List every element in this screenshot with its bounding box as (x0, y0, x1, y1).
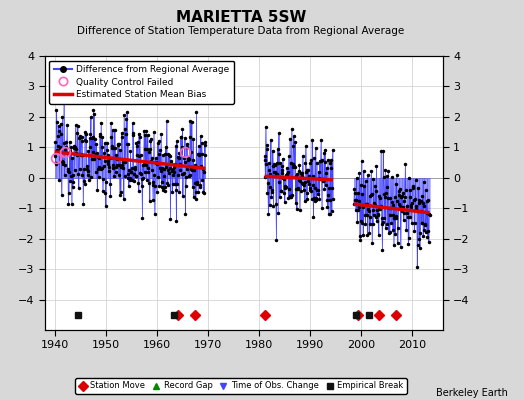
Text: Berkeley Earth: Berkeley Earth (436, 388, 508, 398)
Legend: Difference from Regional Average, Quality Control Failed, Estimated Station Mean: Difference from Regional Average, Qualit… (49, 60, 234, 104)
Text: MARIETTA 5SW: MARIETTA 5SW (176, 10, 306, 25)
Legend: Station Move, Record Gap, Time of Obs. Change, Empirical Break: Station Move, Record Gap, Time of Obs. C… (75, 378, 407, 394)
Text: Difference of Station Temperature Data from Regional Average: Difference of Station Temperature Data f… (78, 26, 405, 36)
